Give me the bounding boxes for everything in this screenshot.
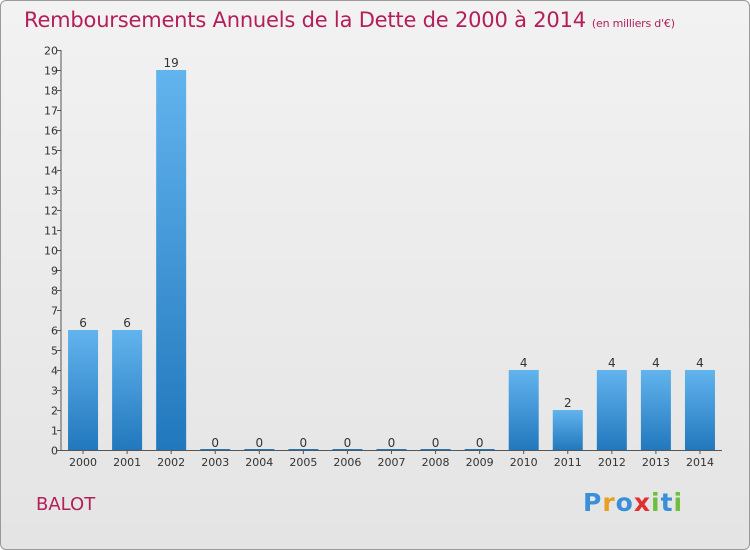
bar-value-label: 0 <box>344 436 352 450</box>
logo-letter: t <box>660 488 674 517</box>
x-tick-label: 2010 <box>510 456 538 469</box>
labels: 2000620016200219200302004020050200602007… <box>69 56 714 469</box>
y-tick-label: 2 <box>51 405 58 418</box>
y-tick-label: 12 <box>44 205 58 218</box>
logo-letter: x <box>633 488 651 517</box>
x-tick-label: 2004 <box>245 456 273 469</box>
x-tick-label: 2001 <box>113 456 141 469</box>
y-tick-label: 13 <box>44 185 58 198</box>
y-tick-label: 1 <box>51 425 58 438</box>
bar-value-label: 4 <box>652 356 660 370</box>
y-tick-label: 4 <box>51 365 58 378</box>
bar <box>684 370 715 450</box>
bar <box>464 449 495 450</box>
logo-letter: r <box>602 488 616 517</box>
x-tick-label: 2006 <box>333 456 361 469</box>
y-tick-label: 3 <box>51 385 58 398</box>
logo-letter: P <box>583 488 603 517</box>
y-tick-label: 10 <box>44 245 58 258</box>
y-tick-label: 11 <box>44 225 58 238</box>
x-tick-label: 2007 <box>378 456 406 469</box>
bar <box>244 449 275 450</box>
x-tick-label: 2005 <box>289 456 317 469</box>
x-tick-label: 2000 <box>69 456 97 469</box>
y-tick-label: 18 <box>44 85 58 98</box>
bar <box>156 70 187 450</box>
proxiti-logo: Proxiti <box>583 488 683 517</box>
x-tick-label: 2011 <box>554 456 582 469</box>
chart-title-text: Remboursements Annuels de la Dette de 20… <box>24 8 586 32</box>
bar <box>112 330 143 450</box>
x-tick-label: 2002 <box>157 456 185 469</box>
bars <box>68 70 715 450</box>
y-tick-label: 19 <box>44 65 58 78</box>
bar-value-label: 0 <box>211 436 219 450</box>
y-tick-label: 16 <box>44 125 58 138</box>
y-tick-label: 5 <box>51 345 58 358</box>
bar-value-label: 0 <box>476 436 484 450</box>
y-tick-label: 20 <box>44 45 58 58</box>
bar <box>288 449 319 450</box>
y-tick-label: 17 <box>44 105 58 118</box>
bar <box>640 370 671 450</box>
x-tick-label: 2012 <box>598 456 626 469</box>
bar-value-label: 4 <box>608 356 616 370</box>
bar <box>552 410 583 450</box>
x-tick-label: 2013 <box>642 456 670 469</box>
y-tick-label: 15 <box>44 145 58 158</box>
y-tick-label: 9 <box>51 265 58 278</box>
logo-letter: o <box>615 488 634 517</box>
y-tick-label: 7 <box>51 305 58 318</box>
bar-value-label: 6 <box>123 316 131 330</box>
bar <box>508 370 539 450</box>
x-tick-label: 2014 <box>686 456 714 469</box>
bar-value-label: 0 <box>432 436 440 450</box>
bar <box>68 330 99 450</box>
y-tick-label: 8 <box>51 285 58 298</box>
y-tick-label: 0 <box>51 445 58 458</box>
x-tick-label: 2008 <box>422 456 450 469</box>
bar-value-label: 4 <box>520 356 528 370</box>
chart-title: Remboursements Annuels de la Dette de 20… <box>24 8 675 32</box>
bar <box>376 449 407 450</box>
bar-value-label: 6 <box>79 316 87 330</box>
bar <box>200 449 231 450</box>
logo-letter: i <box>651 488 661 517</box>
logo-letter: i <box>673 488 684 517</box>
bar-value-label: 4 <box>696 356 704 370</box>
chart-subtitle: (en milliers d'€) <box>591 17 675 30</box>
bar <box>420 449 451 450</box>
bar-value-label: 0 <box>300 436 308 450</box>
bar <box>332 449 363 450</box>
bar-value-label: 0 <box>255 436 263 450</box>
x-tick-label: 2009 <box>466 456 494 469</box>
y-tick-label: 6 <box>51 325 58 338</box>
bar-value-label: 2 <box>564 396 572 410</box>
commune-name: BALOT <box>36 494 96 515</box>
y-tick-label: 14 <box>44 165 58 178</box>
x-tick-label: 2003 <box>201 456 229 469</box>
bar-value-label: 19 <box>164 56 179 70</box>
bar <box>596 370 627 450</box>
bar-value-label: 0 <box>388 436 396 450</box>
